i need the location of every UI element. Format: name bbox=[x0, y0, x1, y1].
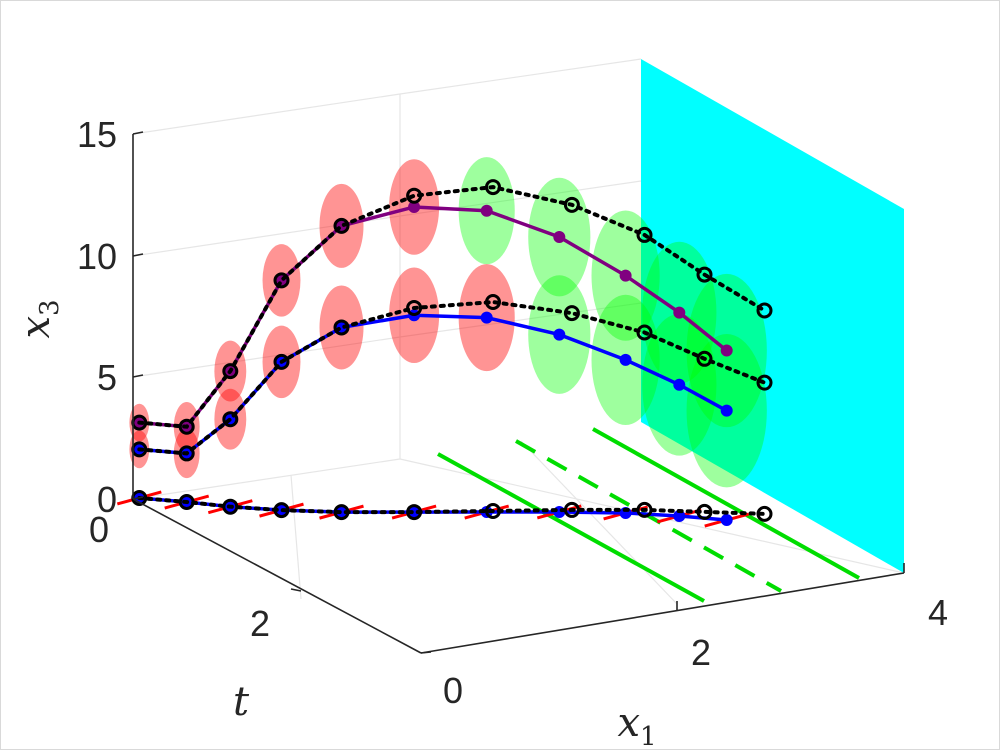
lower-blue-marker-8 bbox=[619, 353, 632, 366]
x1-tick-labels: 0 2 4 bbox=[443, 592, 948, 711]
trajectories bbox=[131, 179, 773, 527]
upper-black-marker-3 bbox=[273, 272, 290, 289]
grid-back-walls bbox=[132, 58, 905, 605]
floor-black-marker-7 bbox=[563, 501, 580, 518]
x3-tick-5: 5 bbox=[97, 357, 117, 398]
x3-axis-label: x3 bbox=[13, 299, 65, 338]
t-tick-2: 2 bbox=[250, 603, 270, 644]
upper-black-marker-7 bbox=[563, 196, 580, 213]
lower-black-marker-9 bbox=[696, 350, 713, 367]
x1-tick-4: 4 bbox=[928, 592, 948, 633]
axes-frame bbox=[132, 134, 905, 654]
floor-blue-marker-10 bbox=[720, 514, 733, 527]
floor-black-marker-10 bbox=[756, 505, 773, 522]
floor-black-marker-6 bbox=[485, 503, 501, 519]
upper-blue-marker-7 bbox=[553, 231, 566, 244]
lower-blue-marker-9 bbox=[673, 378, 686, 391]
lower-black-marker-10 bbox=[756, 374, 773, 391]
x3-tick-15: 15 bbox=[77, 114, 117, 155]
lower-black-line bbox=[137, 300, 767, 456]
upper-blue-marker-9 bbox=[673, 306, 686, 319]
upper-black-marker-6 bbox=[485, 179, 501, 196]
lower-black-marker-4 bbox=[333, 319, 350, 336]
lower-blue-marker-6 bbox=[480, 311, 493, 324]
upper-black-marker-8 bbox=[636, 226, 653, 243]
x1-axis-label: x1 bbox=[617, 700, 656, 751]
lower-black-marker-7 bbox=[563, 305, 580, 322]
floor-black-marker-3 bbox=[273, 502, 290, 519]
upper-black-line bbox=[137, 185, 767, 429]
lower-black-marker-2 bbox=[222, 411, 239, 428]
lower-black-marker-8 bbox=[636, 324, 653, 341]
x1-tick-2: 2 bbox=[691, 632, 711, 673]
upper-black-marker-2 bbox=[222, 363, 239, 380]
lower-black-marker-3 bbox=[273, 353, 290, 370]
floor-black-line bbox=[137, 495, 767, 516]
lower-black-marker-6 bbox=[485, 294, 501, 311]
upper-black-marker-10 bbox=[756, 302, 773, 319]
upper-black-marker-1 bbox=[178, 418, 195, 435]
upper-black-marker-4 bbox=[333, 217, 350, 234]
floor-black-marker-2 bbox=[222, 498, 239, 515]
upper-black-marker-5 bbox=[406, 187, 423, 204]
lower-black-marker-1 bbox=[178, 445, 195, 462]
terminal-plane bbox=[641, 59, 904, 573]
x1-tick-0: 0 bbox=[443, 670, 463, 711]
lower-blue-marker-10 bbox=[720, 404, 733, 417]
axis-ticks bbox=[132, 131, 905, 654]
floor-black-marker-5 bbox=[406, 504, 423, 521]
upper-black-marker-9 bbox=[696, 266, 713, 283]
floor-black-marker-8 bbox=[636, 501, 653, 518]
t-tick-labels: 0 2 bbox=[89, 509, 270, 644]
x3-tick-labels: 15 10 5 0 bbox=[77, 114, 117, 520]
floor-black-marker-1 bbox=[178, 494, 195, 511]
x3-tick-10: 10 bbox=[77, 236, 117, 277]
upper-blue-marker-6 bbox=[480, 204, 493, 217]
lower-black-marker-5 bbox=[406, 299, 423, 316]
upper-blue-marker-8 bbox=[619, 269, 632, 282]
floor-black-marker-9 bbox=[696, 503, 713, 520]
floor-black-marker-4 bbox=[333, 504, 350, 521]
t-axis-label: t bbox=[233, 679, 250, 725]
lower-blue-marker-7 bbox=[553, 328, 566, 341]
x3-tick-0: 0 bbox=[97, 479, 117, 520]
t-tick-0: 0 bbox=[89, 509, 109, 550]
uncertainty-ellipses bbox=[129, 157, 767, 488]
upper-blue-marker-10 bbox=[720, 344, 733, 357]
